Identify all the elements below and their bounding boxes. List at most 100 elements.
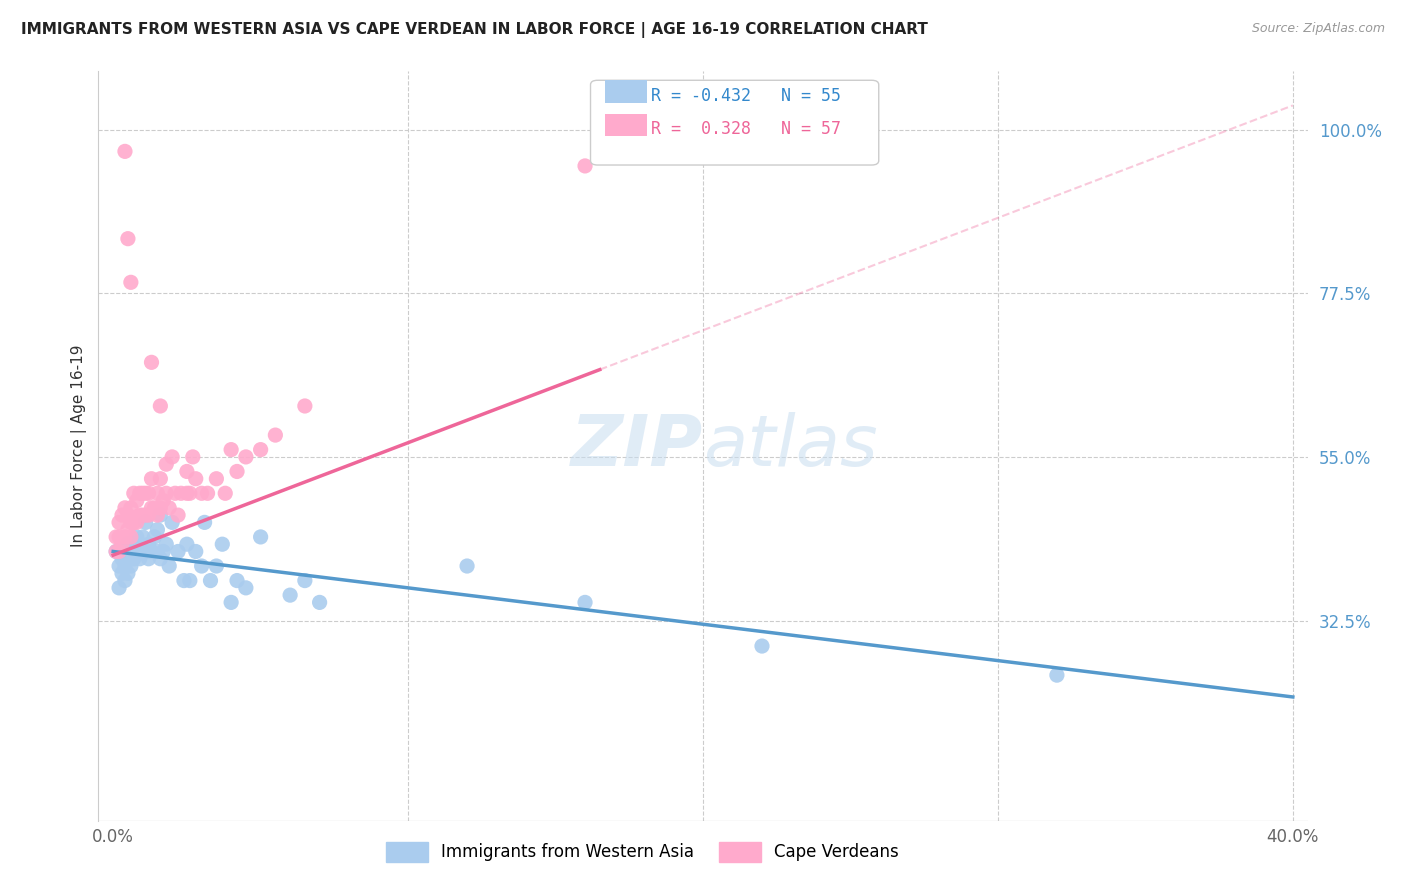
Point: [131, 530, 153, 544]
Point: [152, 493, 174, 508]
Point: [143, 500, 166, 515]
Point: [138, 486, 160, 500]
Point: [141, 355, 163, 369]
Point: [214, 486, 236, 500]
Point: [294, 399, 316, 413]
Point: [120, 530, 142, 544]
Point: [117, 523, 139, 537]
Point: [176, 537, 198, 551]
Point: [184, 472, 207, 486]
Point: [146, 508, 169, 522]
Point: [122, 537, 145, 551]
Y-axis label: In Labor Force | Age 16-19: In Labor Force | Age 16-19: [72, 344, 87, 548]
Point: [1046, 668, 1069, 682]
Point: [194, 516, 217, 530]
Point: [108, 516, 131, 530]
Point: [179, 486, 201, 500]
Point: [190, 559, 212, 574]
Point: [111, 537, 134, 551]
Point: [114, 574, 136, 588]
Text: ZIP: ZIP: [571, 411, 703, 481]
Point: [125, 493, 148, 508]
Point: [105, 544, 128, 558]
Point: [211, 537, 233, 551]
Point: [131, 544, 153, 558]
Point: [181, 450, 204, 464]
Point: [135, 508, 157, 522]
Point: [111, 551, 134, 566]
Text: R = -0.432   N = 55: R = -0.432 N = 55: [651, 87, 841, 104]
Point: [235, 581, 257, 595]
Point: [131, 486, 153, 500]
Point: [149, 399, 172, 413]
Point: [574, 159, 596, 173]
Point: [138, 551, 160, 566]
Point: [128, 551, 150, 566]
Point: [179, 574, 201, 588]
Point: [111, 566, 134, 581]
Point: [120, 516, 142, 530]
Point: [138, 508, 160, 522]
Text: Source: ZipAtlas.com: Source: ZipAtlas.com: [1251, 22, 1385, 36]
Point: [114, 145, 136, 159]
Point: [117, 537, 139, 551]
Point: [167, 544, 190, 558]
Point: [278, 588, 301, 602]
Point: [117, 551, 139, 566]
Point: [138, 537, 160, 551]
Point: [105, 544, 128, 558]
Point: [141, 544, 163, 558]
Point: [294, 574, 316, 588]
Point: [149, 500, 172, 515]
Point: [200, 574, 222, 588]
Point: [105, 530, 128, 544]
Point: [114, 559, 136, 574]
Point: [141, 500, 163, 515]
Point: [157, 500, 180, 515]
Point: [160, 450, 183, 464]
Point: [122, 486, 145, 500]
Point: [108, 581, 131, 595]
Point: [308, 595, 330, 609]
Text: IMMIGRANTS FROM WESTERN ASIA VS CAPE VERDEAN IN LABOR FORCE | AGE 16-19 CORRELAT: IMMIGRANTS FROM WESTERN ASIA VS CAPE VER…: [21, 22, 928, 38]
Point: [184, 544, 207, 558]
Point: [146, 523, 169, 537]
Point: [249, 530, 271, 544]
Point: [157, 559, 180, 574]
Point: [146, 544, 169, 558]
Point: [167, 508, 190, 522]
Point: [146, 486, 169, 500]
Point: [205, 472, 228, 486]
Point: [226, 574, 249, 588]
Point: [122, 516, 145, 530]
Point: [149, 472, 172, 486]
Point: [249, 442, 271, 457]
Point: [128, 486, 150, 500]
Point: [190, 486, 212, 500]
Point: [117, 566, 139, 581]
Point: [122, 551, 145, 566]
Point: [120, 559, 142, 574]
Point: [135, 544, 157, 558]
Point: [155, 457, 177, 471]
Point: [165, 486, 187, 500]
Point: [114, 530, 136, 544]
Point: [152, 544, 174, 558]
Point: [125, 530, 148, 544]
Point: [108, 544, 131, 558]
Point: [173, 574, 195, 588]
Point: [176, 465, 198, 479]
Point: [264, 428, 287, 442]
Point: [205, 559, 228, 574]
Point: [141, 472, 163, 486]
Point: [170, 486, 193, 500]
Point: [149, 551, 172, 566]
Point: [111, 508, 134, 522]
Point: [176, 486, 198, 500]
Point: [125, 516, 148, 530]
Point: [120, 276, 142, 290]
Point: [219, 595, 242, 609]
Point: [125, 544, 148, 558]
Point: [751, 639, 773, 653]
Point: [235, 450, 257, 464]
